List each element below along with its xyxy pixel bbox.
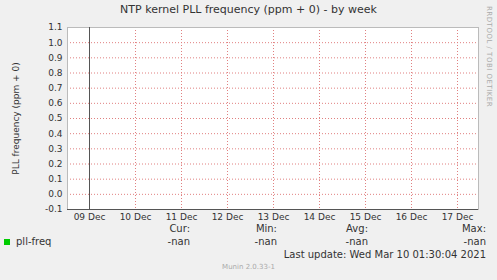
html-text:-nan: -nan [463, 236, 486, 247]
svg-text:14 Dec: 14 Dec [304, 212, 336, 222]
svg-text:0.6: 0.6 [48, 98, 63, 108]
svg-text:16 Dec: 16 Dec [396, 212, 428, 222]
html-text:RRDTOOL / TOBI OETIKER: RRDTOOL / TOBI OETIKER [485, 6, 493, 108]
svg-text:10 Dec: 10 Dec [120, 212, 152, 222]
svg-text:1.1: 1.1 [48, 22, 62, 32]
svg-text:1.0: 1.0 [48, 38, 63, 48]
svg-text:0.8: 0.8 [48, 68, 63, 78]
svg-text:0.4: 0.4 [48, 129, 63, 139]
svg-text:0.2: 0.2 [48, 159, 62, 169]
html-text:Last update: Wed Mar 10 01:30:: Last update: Wed Mar 10 01:30:04 2021 [283, 249, 486, 260]
svg-text:12 Dec: 12 Dec [212, 212, 244, 222]
svg-text:PLL frequency (ppm + 0): PLL frequency (ppm + 0) [11, 62, 21, 175]
svg-text:13 Dec: 13 Dec [258, 212, 290, 222]
html-text:Avg:: Avg: [346, 223, 368, 234]
svg-text:15 Dec: 15 Dec [350, 212, 382, 222]
svg-text:0.7: 0.7 [48, 83, 62, 93]
html-text:-nan: -nan [345, 236, 368, 247]
html-text:Min:: Min: [255, 223, 277, 234]
html-text:Max:: Max: [462, 223, 486, 234]
svg-text:0.0: 0.0 [48, 189, 63, 199]
html-text:Cur:: Cur: [169, 223, 190, 234]
html-text:-nan: -nan [167, 236, 190, 247]
svg-text:0.1: 0.1 [48, 174, 62, 184]
html-text:-nan: -nan [254, 236, 277, 247]
svg-text:0.9: 0.9 [48, 53, 63, 63]
html-text:Munin 2.0.33-1: Munin 2.0.33-1 [222, 263, 275, 271]
svg-text:11 Dec: 11 Dec [166, 212, 198, 222]
html-text:NTP kernel PLL frequency (ppm: NTP kernel PLL frequency (ppm + 0) - by … [120, 3, 377, 16]
html-text:pll-freq: pll-freq [16, 236, 52, 247]
svg-text:-0.1: -0.1 [45, 204, 63, 214]
svg-text:09 Dec: 09 Dec [74, 212, 106, 222]
svg-text:0.3: 0.3 [48, 144, 62, 154]
svg-text:17 Dec: 17 Dec [442, 212, 474, 222]
svg-text:0.5: 0.5 [48, 113, 62, 123]
